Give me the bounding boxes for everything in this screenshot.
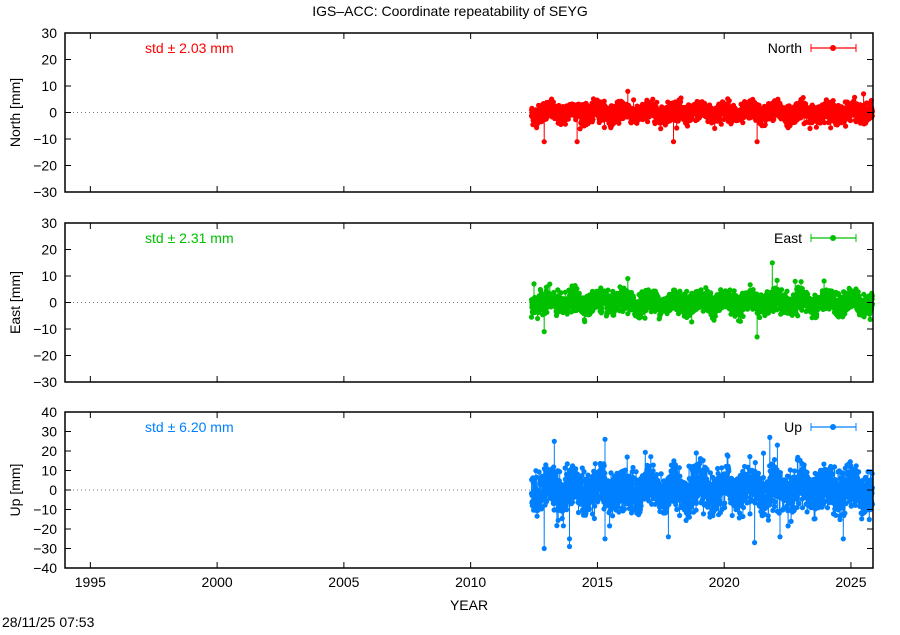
data-point	[814, 125, 819, 130]
legend-label: North	[768, 40, 802, 56]
data-point	[671, 139, 676, 144]
data-point	[547, 282, 552, 287]
data-point	[531, 281, 536, 286]
data-point	[575, 139, 580, 144]
data-point	[822, 278, 827, 283]
data-point	[642, 316, 647, 321]
data-point	[795, 313, 800, 318]
data-point	[542, 329, 547, 334]
legend-marker	[830, 45, 836, 51]
chart-title: IGS–ACC: Coordinate repeatability of SEY…	[312, 3, 587, 19]
y-tick-label: −30	[33, 374, 57, 390]
data-point	[843, 124, 848, 129]
data-point	[558, 290, 563, 295]
y-tick-label: −10	[33, 321, 57, 337]
data-point	[542, 139, 547, 144]
y-tick-label: −10	[33, 131, 57, 147]
data-point	[605, 288, 610, 293]
data-point	[631, 97, 636, 102]
data-point	[674, 125, 679, 130]
data-point	[625, 276, 630, 281]
data-point	[582, 319, 587, 324]
data-point	[645, 119, 650, 124]
data-point	[755, 334, 760, 339]
panel-north: −30 −20 −10 0 10 20 30 North [mm] std ± 2.03 mm N…	[7, 25, 875, 200]
data-point	[625, 89, 630, 94]
data-point	[793, 279, 798, 284]
data-point	[577, 291, 582, 296]
data-point	[712, 126, 717, 131]
data-point	[616, 121, 621, 126]
y-tick-label: 30	[41, 215, 57, 231]
y-tick-label: 10	[41, 78, 57, 94]
data-point	[654, 100, 659, 105]
data-point	[784, 289, 789, 294]
data-point	[748, 282, 753, 287]
data-point	[861, 91, 866, 96]
data-point	[740, 120, 745, 125]
data-point	[779, 287, 784, 292]
y-tick-label: −20	[33, 158, 57, 174]
y-tick-label: −20	[33, 348, 57, 364]
series-north	[529, 89, 875, 145]
data-point	[755, 139, 760, 144]
data-point	[799, 279, 804, 284]
y-tick-label: 30	[41, 25, 57, 41]
std-label: std ± 2.03 mm	[145, 40, 234, 56]
legend: North	[768, 40, 856, 56]
data-point	[689, 319, 694, 324]
data-point	[828, 125, 833, 130]
data-point	[713, 314, 718, 319]
data-point	[848, 118, 853, 123]
y-tick-label: 20	[41, 242, 57, 258]
y-tick-label: 10	[41, 268, 57, 284]
data-point	[727, 98, 732, 103]
data-point	[775, 278, 780, 283]
data-point	[535, 316, 540, 321]
data-point	[684, 289, 689, 294]
x-axis-label: YEAR	[450, 597, 488, 613]
y-axis-label: North [mm]	[7, 78, 23, 147]
data-point	[807, 126, 812, 131]
data-point	[852, 95, 857, 100]
data-point	[738, 319, 743, 324]
data-point	[602, 125, 607, 130]
data-point	[685, 123, 690, 128]
data-point	[770, 260, 775, 265]
data-point	[658, 126, 663, 131]
data-point	[719, 122, 724, 127]
data-point	[599, 308, 604, 313]
data-point	[741, 314, 746, 319]
data-point	[678, 95, 683, 100]
data-point	[551, 100, 556, 105]
y-tick-label: 0	[49, 105, 57, 121]
y-tick-label: 0	[49, 295, 57, 311]
y-tick-label: −30	[33, 184, 57, 200]
data-point	[732, 288, 737, 293]
data-point	[757, 315, 762, 320]
data-point	[602, 99, 607, 104]
y-tick-label: 20	[41, 52, 57, 68]
data-point	[868, 317, 873, 322]
data-point	[590, 117, 595, 122]
data-point	[699, 287, 704, 292]
timestamp: 28/11/25 07:53	[2, 614, 95, 630]
data-point	[544, 310, 549, 315]
data-point	[801, 95, 806, 100]
series-east	[529, 260, 875, 339]
